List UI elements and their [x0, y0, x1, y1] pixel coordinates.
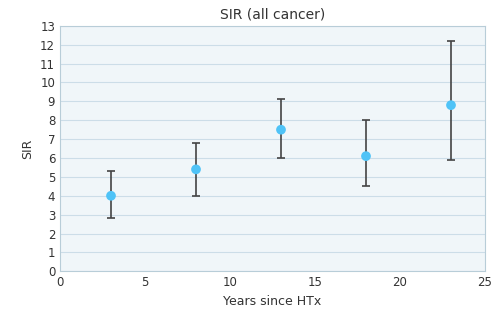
Point	[107, 193, 115, 198]
Point	[192, 167, 200, 172]
X-axis label: Years since HTx: Years since HTx	[224, 295, 322, 308]
Y-axis label: SIR: SIR	[22, 138, 35, 159]
Point	[277, 127, 285, 132]
Point	[447, 103, 455, 108]
Title: SIR (all cancer): SIR (all cancer)	[220, 8, 325, 22]
Point	[362, 153, 370, 159]
